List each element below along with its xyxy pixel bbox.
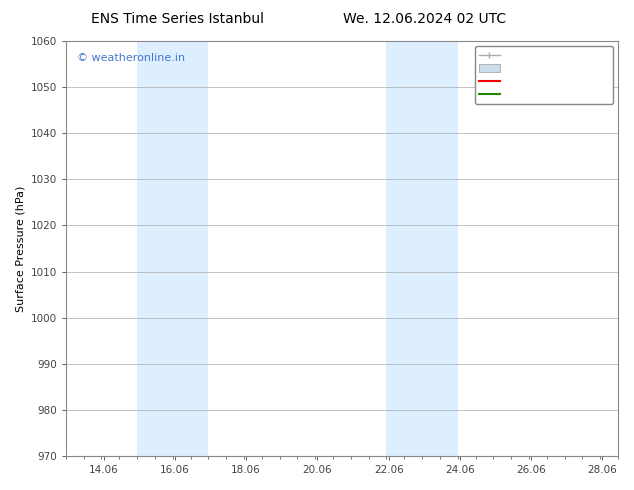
- Y-axis label: Surface Pressure (hPa): Surface Pressure (hPa): [15, 185, 25, 312]
- Text: © weatheronline.in: © weatheronline.in: [77, 53, 185, 64]
- Bar: [137, 41, 209, 456]
- Legend: min/max, Standard deviation, Ensemble mean run, Controll run: min/max, Standard deviation, Ensemble me…: [475, 46, 613, 104]
- Bar: [387, 41, 458, 456]
- Text: We. 12.06.2024 02 UTC: We. 12.06.2024 02 UTC: [343, 12, 507, 26]
- Text: ENS Time Series Istanbul: ENS Time Series Istanbul: [91, 12, 264, 26]
